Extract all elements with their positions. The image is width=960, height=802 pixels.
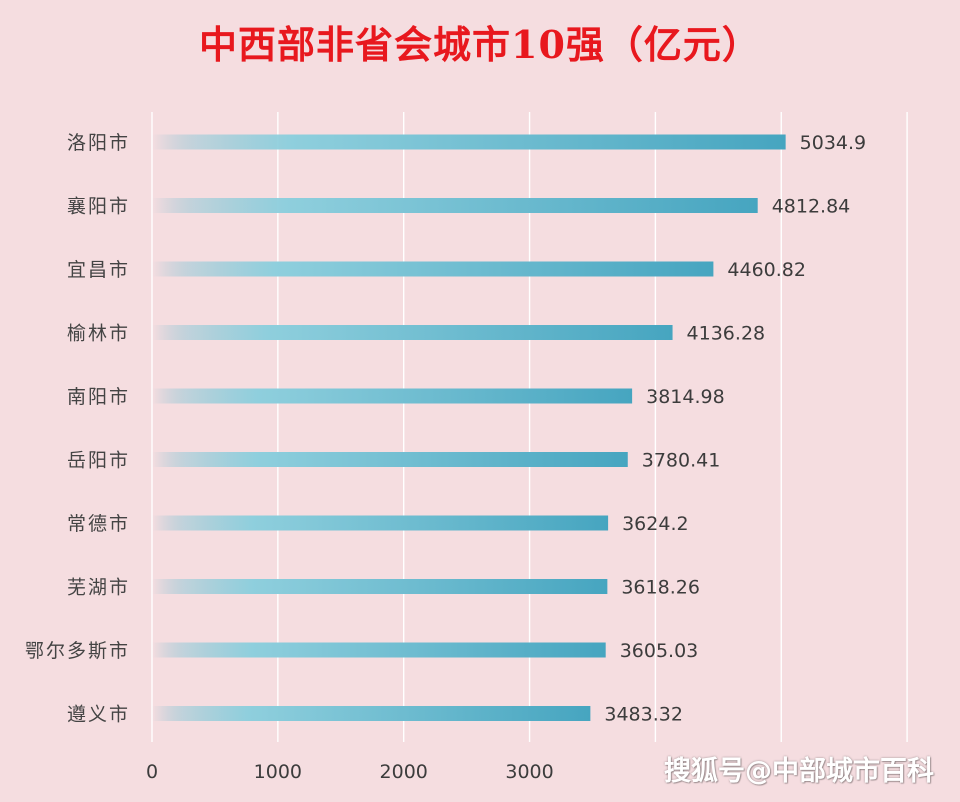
category-label: 鄂尔多斯市	[25, 640, 130, 662]
bar	[152, 261, 714, 277]
data-label: 5034.9	[800, 132, 866, 154]
category-label: 遵义市	[67, 704, 130, 726]
data-label: 3605.03	[620, 640, 699, 662]
data-label: 3780.41	[642, 450, 721, 472]
category-label: 洛阳市	[67, 132, 130, 154]
x-tick-label: 2000	[380, 761, 428, 783]
data-label: 3483.32	[604, 704, 683, 726]
category-label: 常德市	[67, 513, 130, 535]
x-tick-label: 3000	[505, 761, 553, 783]
data-label: 4812.84	[772, 196, 851, 218]
bar	[152, 388, 633, 404]
bar	[152, 198, 758, 213]
x-tick-label: 0	[146, 761, 158, 783]
bar	[152, 325, 673, 340]
bar	[152, 579, 608, 594]
bar	[152, 706, 591, 721]
category-label: 襄阳市	[67, 196, 130, 218]
category-label: 宜昌市	[67, 259, 130, 281]
bar	[152, 642, 606, 658]
data-label: 3618.26	[621, 577, 700, 599]
bar	[152, 452, 628, 467]
x-tick-label: 1000	[254, 761, 302, 783]
category-label: 岳阳市	[67, 450, 130, 472]
bar	[152, 515, 609, 531]
category-label: 南阳市	[67, 386, 130, 408]
bar	[152, 134, 786, 150]
watermark: 搜狐号@中部城市百科	[664, 756, 934, 787]
data-label: 4136.28	[687, 323, 766, 345]
data-label: 3814.98	[646, 386, 725, 408]
chart-title: 中西部非省会城市10强（亿元）	[199, 22, 761, 67]
category-label: 芜湖市	[67, 577, 130, 599]
category-label: 榆林市	[67, 323, 130, 345]
data-label: 4460.82	[727, 259, 806, 281]
data-label: 3624.2	[622, 513, 688, 535]
